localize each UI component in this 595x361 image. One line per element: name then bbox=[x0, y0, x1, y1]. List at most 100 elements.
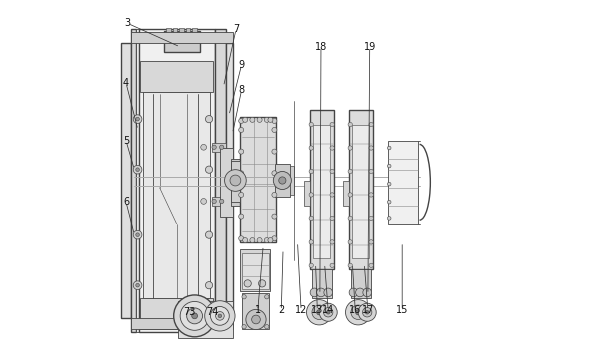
Bar bbox=[349, 110, 372, 269]
Circle shape bbox=[309, 263, 314, 268]
Circle shape bbox=[349, 288, 358, 297]
Circle shape bbox=[244, 280, 251, 287]
Circle shape bbox=[224, 170, 246, 191]
Circle shape bbox=[187, 308, 202, 324]
Circle shape bbox=[243, 117, 248, 122]
Bar bbox=[313, 125, 330, 258]
Bar bbox=[173, 28, 177, 33]
Bar bbox=[220, 148, 233, 217]
Circle shape bbox=[317, 310, 322, 315]
Circle shape bbox=[201, 199, 206, 204]
Circle shape bbox=[330, 216, 334, 221]
Circle shape bbox=[239, 192, 244, 197]
Circle shape bbox=[212, 199, 216, 204]
Circle shape bbox=[205, 231, 212, 238]
Circle shape bbox=[257, 117, 262, 122]
Bar bbox=[310, 110, 334, 269]
Bar bbox=[136, 29, 139, 332]
Circle shape bbox=[136, 117, 139, 121]
Circle shape bbox=[192, 313, 198, 319]
Bar bbox=[143, 92, 210, 298]
Circle shape bbox=[348, 146, 352, 150]
Text: 3: 3 bbox=[125, 18, 131, 29]
Circle shape bbox=[369, 122, 373, 127]
Circle shape bbox=[369, 263, 373, 268]
Circle shape bbox=[351, 305, 365, 319]
Circle shape bbox=[252, 315, 261, 324]
Circle shape bbox=[250, 117, 255, 122]
Bar bbox=[388, 141, 418, 224]
Circle shape bbox=[369, 240, 373, 244]
Circle shape bbox=[133, 230, 142, 239]
Bar bbox=[215, 29, 226, 332]
Circle shape bbox=[243, 238, 248, 243]
Circle shape bbox=[220, 199, 224, 204]
Circle shape bbox=[309, 169, 314, 174]
Circle shape bbox=[272, 214, 277, 219]
Bar bbox=[275, 164, 290, 197]
Circle shape bbox=[387, 217, 391, 220]
Circle shape bbox=[346, 300, 371, 325]
Circle shape bbox=[369, 169, 373, 174]
Circle shape bbox=[309, 146, 314, 150]
Circle shape bbox=[365, 310, 369, 314]
Bar bbox=[351, 269, 371, 298]
Circle shape bbox=[278, 177, 286, 184]
Text: 7: 7 bbox=[233, 24, 239, 34]
Text: 74: 74 bbox=[206, 307, 219, 317]
Circle shape bbox=[387, 146, 391, 150]
Bar bbox=[242, 293, 268, 329]
Bar bbox=[312, 269, 332, 298]
Circle shape bbox=[136, 233, 139, 236]
Circle shape bbox=[242, 295, 246, 299]
Circle shape bbox=[133, 165, 142, 174]
Bar bbox=[303, 180, 310, 206]
Bar bbox=[164, 31, 200, 52]
Circle shape bbox=[211, 306, 229, 325]
Bar bbox=[242, 253, 268, 289]
Circle shape bbox=[136, 168, 139, 171]
Circle shape bbox=[317, 288, 325, 297]
Circle shape bbox=[330, 263, 334, 268]
Circle shape bbox=[348, 240, 352, 244]
Circle shape bbox=[348, 263, 352, 268]
Circle shape bbox=[387, 200, 391, 204]
Bar bbox=[167, 28, 171, 33]
Text: 16: 16 bbox=[349, 305, 361, 316]
Circle shape bbox=[324, 308, 333, 317]
Circle shape bbox=[239, 214, 244, 219]
Circle shape bbox=[215, 312, 224, 320]
Circle shape bbox=[348, 216, 352, 221]
Circle shape bbox=[257, 238, 262, 243]
Text: 17: 17 bbox=[362, 305, 374, 316]
Circle shape bbox=[306, 300, 332, 325]
Circle shape bbox=[273, 171, 292, 190]
Circle shape bbox=[348, 193, 352, 197]
Circle shape bbox=[369, 216, 373, 221]
Circle shape bbox=[258, 280, 266, 287]
Circle shape bbox=[239, 171, 244, 176]
Bar bbox=[140, 298, 212, 329]
Bar bbox=[140, 61, 212, 92]
Bar bbox=[231, 161, 240, 202]
Bar bbox=[290, 166, 294, 195]
Circle shape bbox=[205, 282, 212, 289]
Circle shape bbox=[330, 122, 334, 127]
Bar bbox=[343, 180, 349, 206]
Circle shape bbox=[268, 117, 273, 122]
Circle shape bbox=[387, 182, 391, 186]
Circle shape bbox=[230, 175, 241, 186]
Text: 12: 12 bbox=[295, 305, 307, 316]
Circle shape bbox=[272, 171, 277, 176]
Circle shape bbox=[246, 309, 266, 330]
Text: 6: 6 bbox=[123, 197, 129, 207]
Circle shape bbox=[348, 169, 352, 174]
Circle shape bbox=[242, 325, 246, 329]
Text: 14: 14 bbox=[322, 305, 334, 316]
Bar bbox=[131, 32, 233, 43]
Text: 1: 1 bbox=[255, 305, 261, 316]
Circle shape bbox=[265, 325, 269, 329]
Bar bbox=[240, 249, 270, 291]
Circle shape bbox=[369, 146, 373, 150]
Circle shape bbox=[327, 310, 330, 314]
